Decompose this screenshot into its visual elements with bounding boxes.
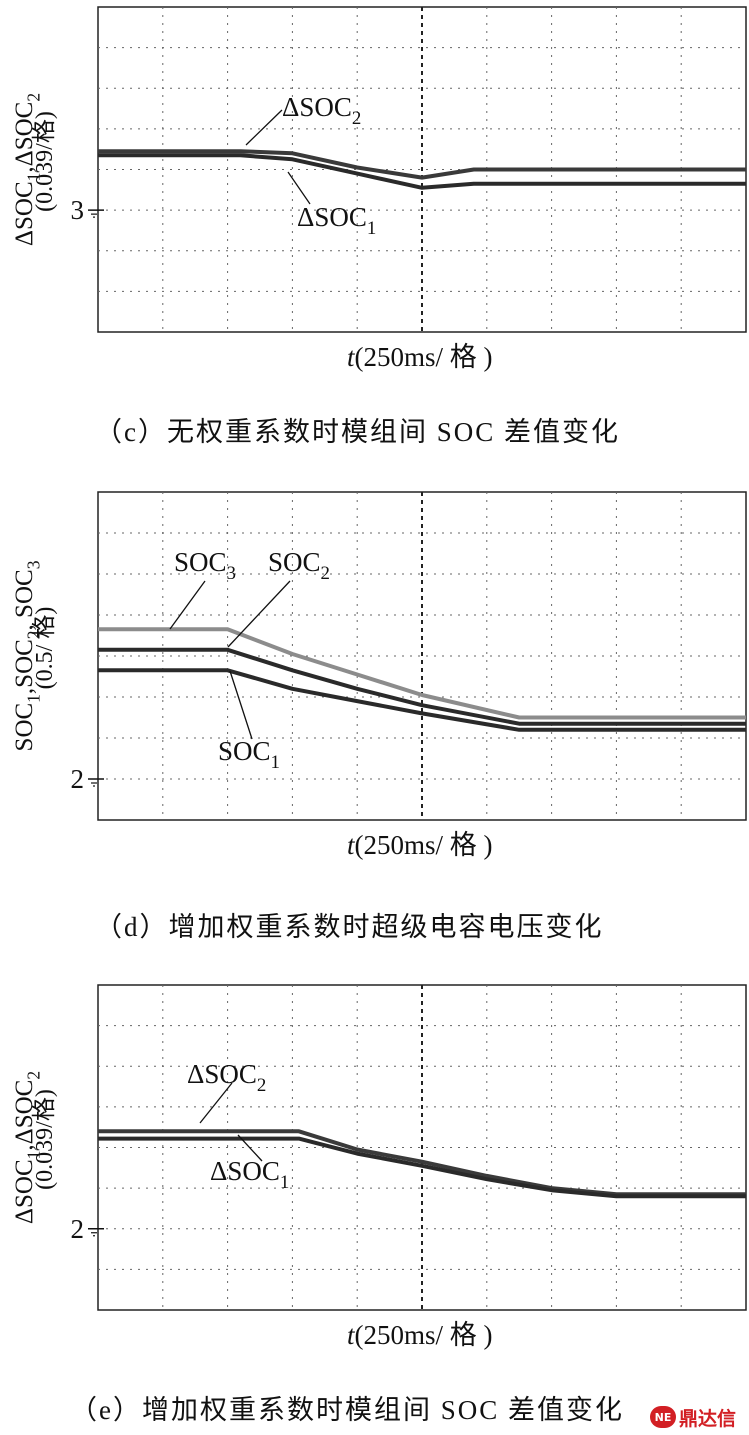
series-label-sub: 3	[227, 563, 236, 584]
y-axis-scale: (0.039/格)	[31, 111, 58, 212]
series-label-base: ΔSOC	[210, 1156, 280, 1186]
series-leader-line	[245, 109, 283, 146]
series-label-base: SOC	[268, 547, 321, 577]
series-label-sub: 2	[352, 108, 361, 129]
x-axis-label-unit: (250ms/ 格 )	[355, 830, 493, 860]
x-axis-label: t(250ms/ 格 )	[347, 830, 493, 860]
series-label-base: ΔSOC	[282, 92, 352, 122]
scope-chart-e: ΔSOC2ΔSOC12ΔSOC1,ΔSOC2(0.039/格)t(250ms/ …	[11, 984, 747, 1350]
series-leader-line	[199, 1082, 233, 1124]
x-axis-label-var: t	[347, 1320, 356, 1350]
series-label-base: SOC	[174, 547, 227, 577]
watermark-badge: NE	[650, 1406, 676, 1428]
series-leader-line	[287, 171, 311, 205]
series-label: ΔSOC1	[297, 202, 376, 239]
caption-e: （e）增加权重系数时模组间 SOC 差值变化	[70, 1395, 625, 1425]
series-trace-2	[98, 153, 746, 190]
x-axis-label: t(250ms/ 格 )	[347, 1320, 493, 1350]
series-trace-3	[98, 668, 746, 732]
chart-panel-e: ΔSOC2 ΔSOC1 2 ΔSOC1,ΔSOC2 (0.039/格) t(250ms/ …	[0, 975, 749, 1435]
y-axis-label-sub: 2	[24, 630, 44, 639]
x-axis-label: t(250ms/ 格 )	[347, 342, 493, 372]
series-label: SOC3	[174, 547, 236, 584]
y-axis-label-base: ΔSOC	[11, 181, 38, 246]
series-label-base: ΔSOC	[297, 202, 367, 232]
y-axis-label-base: ,SOC	[11, 639, 38, 694]
series-label: ΔSOC1	[210, 1156, 289, 1193]
series-leader-line	[227, 580, 291, 648]
series-label-sub: 2	[257, 1075, 266, 1096]
watermark-logo: NE 鼎达信	[650, 1402, 749, 1432]
series-leader-line	[237, 1134, 263, 1162]
chart-panel-d: SOC3 SOC2 SOC1 2 SOC1,SOC2, SOC3 (0.5/ 格) t(25…	[0, 485, 749, 950]
y-axis-label-sub: 2	[24, 93, 44, 102]
x-axis-label-var: t	[347, 830, 356, 860]
y-axis-label-sub: 2	[24, 1071, 44, 1080]
caption-c: （c）无权重系数时模组间 SOC 差值变化	[95, 417, 621, 447]
y-axis-label-base: , SOC	[11, 569, 38, 630]
y-axis-label-base: SOC	[11, 703, 38, 752]
y-axis-label-sub: 1	[24, 1151, 44, 1160]
series-label: SOC2	[268, 547, 330, 584]
series-trace-1	[98, 149, 746, 180]
y-axis-label: ΔSOC1,ΔSOC2	[11, 1071, 44, 1224]
series-label-base: ΔSOC	[187, 1059, 257, 1089]
series-label: ΔSOC2	[282, 92, 361, 129]
y-axis-label-base: ,ΔSOC	[11, 102, 38, 173]
scope-chart-c: ΔSOC2ΔSOC13ΔSOC1,ΔSOC2(0.039/格)t(250ms/ …	[11, 6, 747, 372]
series-label: ΔSOC2	[187, 1059, 266, 1096]
caption-d: （d）增加权重系数时超级电容电压变化	[95, 912, 604, 942]
series-trace-2	[98, 1136, 746, 1199]
x-axis-label-var: t	[347, 342, 356, 372]
series-trace-1	[98, 1129, 746, 1197]
y-axis-label: SOC1,SOC2, SOC3	[11, 560, 44, 751]
y-axis-label-base: ΔSOC	[11, 1159, 38, 1224]
series-label: SOC1	[218, 736, 280, 773]
series-leader-line	[169, 580, 206, 630]
watermark-text: 鼎达信	[679, 1407, 737, 1430]
level-marker-label: 2	[71, 1214, 85, 1244]
series-trace-2	[98, 647, 746, 726]
y-axis-scale: (0.039/格)	[31, 1089, 58, 1190]
y-axis-label: ΔSOC1,ΔSOC2	[11, 93, 44, 246]
y-axis-label-sub: 1	[24, 173, 44, 182]
chart-panel-c: ΔSOC2 ΔSOC1 3 ΔSOC1,ΔSOC2 (0.039/格) t(250ms/ …	[0, 0, 749, 455]
level-marker-label: 3	[71, 195, 85, 225]
series-label-sub: 1	[280, 1172, 289, 1193]
series-leader-line	[229, 670, 253, 740]
series-label-sub: 2	[321, 563, 330, 584]
x-axis-label-unit: (250ms/ 格 )	[355, 1320, 493, 1350]
y-axis-scale: (0.5/ 格)	[31, 607, 58, 690]
series-label-sub: 1	[271, 752, 280, 773]
series-label-base: SOC	[218, 736, 271, 766]
series-label-sub: 1	[367, 218, 376, 239]
x-axis-label-unit: (250ms/ 格 )	[355, 342, 493, 372]
y-axis-label-base: ,ΔSOC	[11, 1080, 38, 1151]
y-axis-label-sub: 1	[24, 694, 44, 703]
y-axis-label-sub: 3	[24, 560, 44, 569]
series-trace-1	[98, 627, 746, 720]
level-marker-label: 2	[71, 764, 85, 794]
